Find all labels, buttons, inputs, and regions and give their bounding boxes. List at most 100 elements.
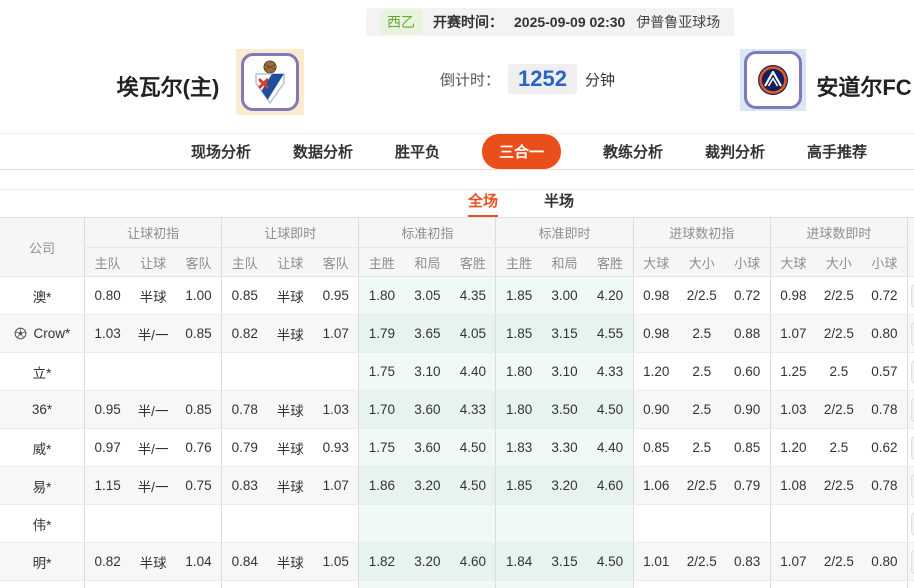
odds-cell[interactable]: 半球 [267,542,314,581]
odds-cell[interactable]: 1.07 [313,466,359,505]
odds-cell[interactable]: 0.98 [632,276,679,315]
odds-cell[interactable]: 半/一 [130,466,176,505]
odds-cell[interactable]: 0.98 [632,314,679,353]
odds-cell[interactable]: 1.75 [358,352,405,391]
company-cell[interactable]: 36* [0,390,85,429]
odds-cell[interactable]: 0.80 [221,580,268,588]
odds-cell[interactable]: 3.05 [404,276,451,315]
odds-cell[interactable]: 4.20 [587,276,634,315]
odds-cell[interactable]: 1.03 [313,390,359,429]
odds-cell[interactable]: 0.82 [84,542,131,581]
odds-cell[interactable]: 1.07 [313,314,359,353]
odds-cell[interactable]: 0.62 [861,428,908,467]
tab-referee-analysis[interactable]: 裁判分析 [705,144,766,161]
odds-cell[interactable]: 1.83 [495,428,542,467]
odds-cell[interactable]: 3.50 [541,390,588,429]
detail-button[interactable] [911,359,914,384]
odds-cell[interactable]: 0.60 [724,352,771,391]
odds-cell[interactable]: 4.33 [450,390,496,429]
odds-cell[interactable]: 半球 [267,580,314,588]
odds-cell[interactable]: 0.78 [861,466,908,505]
tab-coach-analysis[interactable]: 教练分析 [603,144,664,161]
odds-cell[interactable]: 0.95 [84,390,131,429]
odds-cell[interactable]: 1.70 [358,390,405,429]
detail-button[interactable] [911,473,914,498]
odds-cell[interactable]: 半球 [267,428,314,467]
odds-cell[interactable]: 2/2.5 [816,314,862,353]
tab-expert-picks[interactable]: 高手推荐 [807,144,868,161]
odds-cell[interactable]: 2.5 [678,428,725,467]
odds-cell[interactable]: 1.80 [495,352,542,391]
odds-cell[interactable]: 1.86 [358,466,405,505]
odds-cell[interactable]: 2/2.5 [678,276,725,315]
odds-cell[interactable]: 0.80 [861,542,908,581]
odds-cell[interactable]: 4.33 [587,352,634,391]
detail-button[interactable] [911,435,914,460]
odds-cell[interactable]: 0.97 [84,428,131,467]
odds-cell[interactable]: 0.84 [221,542,268,581]
subtab-half-match[interactable]: 半场 [544,193,575,210]
odds-cell[interactable]: 3.20 [404,466,451,505]
odds-cell[interactable]: 3.20 [404,542,451,581]
odds-cell[interactable]: 3.15 [541,314,588,353]
odds-cell[interactable]: 2.5 [816,580,862,588]
odds-cell[interactable]: 4.55 [587,314,634,353]
odds-cell[interactable]: 0.78 [861,390,908,429]
odds-cell[interactable]: 4.50 [450,466,496,505]
odds-cell[interactable]: 2.5 [816,428,862,467]
odds-cell[interactable]: 3.00 [541,276,588,315]
odds-cell[interactable]: 4.60 [450,542,496,581]
odds-cell[interactable]: 0.85 [175,390,222,429]
odds-cell[interactable]: 2/2.5 [678,542,725,581]
company-cell[interactable]: 澳* [0,276,85,315]
company-cell[interactable]: Interwet* [0,580,85,588]
odds-cell[interactable]: 1.07 [769,314,816,353]
odds-cell[interactable]: 0.85 [724,428,771,467]
company-cell[interactable]: 伟* [0,504,85,543]
odds-cell[interactable]: 半球 [130,542,176,581]
odds-cell[interactable]: 3.15 [541,542,588,581]
odds-cell[interactable]: 1.85 [495,276,542,315]
odds-cell[interactable]: 1.07 [769,542,816,581]
odds-cell[interactable]: 1.00 [175,276,222,315]
tab-live-analysis[interactable]: 现场分析 [190,144,251,161]
odds-cell[interactable]: 0.57 [861,352,908,391]
odds-cell[interactable]: 半球 [267,276,314,315]
odds-cell[interactable]: 4.50 [450,428,496,467]
odds-cell[interactable]: 2/2.5 [678,466,725,505]
odds-cell[interactable]: 0.88 [724,314,771,353]
detail-button[interactable] [911,283,914,308]
odds-cell[interactable]: 4.40 [587,428,634,467]
company-cell[interactable]: 立* [0,352,85,391]
odds-cell[interactable]: 1.05 [313,542,359,581]
odds-cell[interactable]: 0.85 [632,428,679,467]
odds-cell[interactable]: 3.10 [404,352,451,391]
odds-cell[interactable]: 2/2.5 [816,390,862,429]
odds-cell[interactable]: 3.10 [541,352,588,391]
odds-cell[interactable]: 1.73 [358,580,405,588]
odds-cell[interactable]: 1.75 [358,428,405,467]
company-cell[interactable]: Crow* [0,314,85,353]
odds-cell[interactable]: 0.60 [861,580,908,588]
odds-cell[interactable]: 0.79 [724,466,771,505]
odds-cell[interactable]: 3.60 [404,390,451,429]
odds-cell[interactable]: 1.83 [495,580,542,588]
odds-cell[interactable]: 0.85 [724,580,771,588]
odds-cell[interactable]: 4.05 [450,314,496,353]
odds-cell[interactable]: 0.80 [861,314,908,353]
odds-cell[interactable]: 4.60 [587,466,634,505]
odds-cell[interactable]: 3.30 [541,428,588,467]
odds-cell[interactable]: 1.05 [175,580,222,588]
odds-cell[interactable]: 0.72 [861,276,908,315]
odds-cell[interactable]: 0.90 [724,390,771,429]
odds-cell[interactable]: 3.20 [541,466,588,505]
odds-cell[interactable]: 1.79 [358,314,405,353]
odds-cell[interactable]: 1.20 [769,580,816,588]
odds-cell[interactable]: 1.15 [84,466,131,505]
odds-cell[interactable]: 4.50 [587,542,634,581]
odds-cell[interactable]: 4.50 [450,580,496,588]
odds-cell[interactable]: 0.85 [632,580,679,588]
odds-cell[interactable]: 4.40 [450,352,496,391]
subtab-full-match[interactable]: 全场 [467,190,498,217]
detail-button[interactable] [911,321,914,346]
